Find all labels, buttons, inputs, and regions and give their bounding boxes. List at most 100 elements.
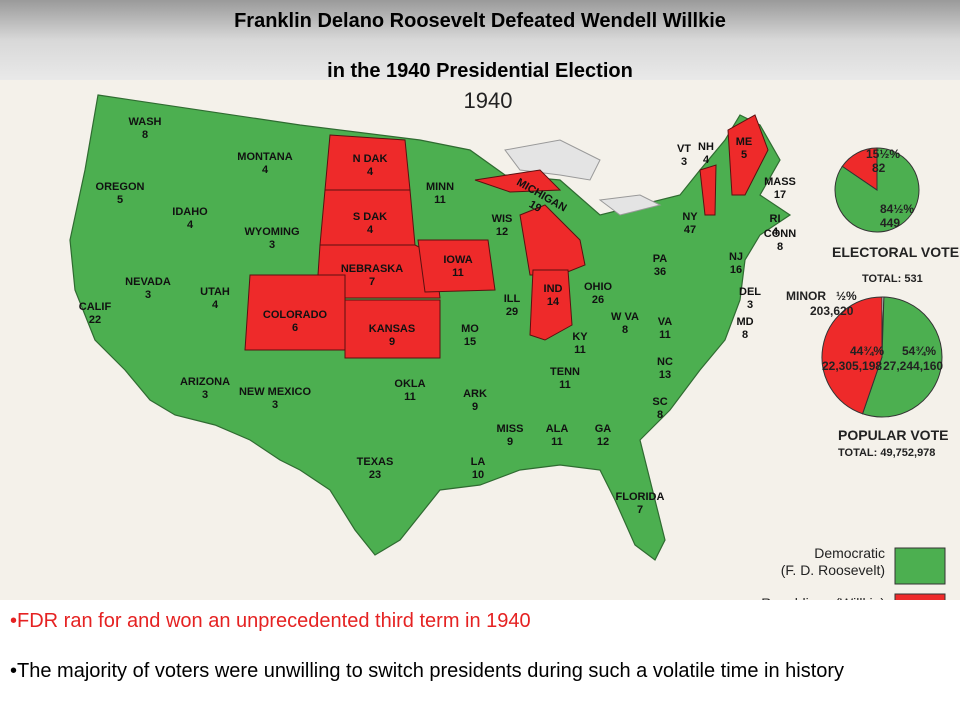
state-votes: 5 <box>117 194 123 206</box>
great-lakes <box>504 139 662 216</box>
state-name: ALA <box>546 423 569 435</box>
state-name: WYOMING <box>245 226 300 238</box>
state-votes: 5 <box>741 149 747 161</box>
state-name: MONTANA <box>237 151 292 163</box>
state-votes: 36 <box>654 266 666 278</box>
state-name: GA <box>595 423 612 435</box>
state-name: MISS <box>497 423 524 435</box>
state-name: MASS <box>764 176 796 188</box>
state-name: NH <box>698 141 714 153</box>
state-votes: 11 <box>574 344 586 356</box>
state-name: FLORIDA <box>616 491 665 503</box>
bullet: The majority of voters were unwilling to… <box>10 660 844 682</box>
slice-name: MINOR <box>786 289 826 303</box>
legend-label: Democratic <box>814 545 885 561</box>
state-votes: 7 <box>369 276 375 288</box>
state-votes: 11 <box>551 436 563 448</box>
state-votes: 16 <box>730 264 742 276</box>
state-votes: 3 <box>145 289 151 301</box>
slice-label: 84½% <box>880 202 914 216</box>
state-name: UTAH <box>200 286 230 298</box>
state-name: MINN <box>426 181 454 193</box>
map-year: 1940 <box>464 88 513 113</box>
state-votes: 12 <box>496 226 508 238</box>
pie-title: POPULAR VOTE <box>838 427 948 443</box>
state-votes: 13 <box>659 369 671 381</box>
bullet-area: FDR ran for and won an unprecedented thi… <box>0 600 960 720</box>
state-votes: 4 <box>367 166 374 178</box>
state-name: NEVADA <box>125 276 171 288</box>
pie-total: TOTAL: 49,752,978 <box>838 447 935 459</box>
state-votes: 9 <box>389 336 395 348</box>
state-name: OHIO <box>584 281 613 293</box>
pie-slice <box>861 296 943 418</box>
pie-total: TOTAL: 531 <box>862 273 923 285</box>
state-name: VA <box>658 316 673 328</box>
state-label: SC8 <box>652 396 667 421</box>
state-votes: 11 <box>452 267 464 279</box>
state-votes: 10 <box>472 469 484 481</box>
state-name: NC <box>657 356 673 368</box>
slice-count: 27,244,160 <box>883 359 943 373</box>
state-votes: 9 <box>472 401 478 413</box>
state-votes: 8 <box>657 409 663 421</box>
state-region <box>699 164 717 216</box>
state-name: TEXAS <box>357 456 394 468</box>
state-name: KY <box>572 331 588 343</box>
pie-slice <box>834 147 920 233</box>
state-region <box>529 269 573 341</box>
slice-label: 54¾% <box>902 344 936 358</box>
state-votes: 19 <box>527 198 544 215</box>
slice-count: 203,620 <box>810 304 854 318</box>
state-votes: 4 <box>187 219 194 231</box>
state-name: W VA <box>611 311 639 323</box>
state-name: TENN <box>550 366 580 378</box>
slice-label: ½% <box>836 289 857 303</box>
state-votes: 17 <box>774 189 786 201</box>
state-name: NJ <box>729 251 743 263</box>
title-line: Franklin Delano Roosevelt Defeated Wende… <box>234 10 726 32</box>
state-region <box>519 204 586 276</box>
state-name: WIS <box>492 213 513 225</box>
state-name: CALIF <box>79 301 112 313</box>
state-votes: 11 <box>559 379 571 391</box>
state-votes: 8 <box>622 324 628 336</box>
state-name: LA <box>471 456 486 468</box>
state-name: VT <box>677 143 691 155</box>
state-name: N DAK <box>353 153 388 165</box>
state-votes: 15 <box>464 336 476 348</box>
state-region <box>417 239 496 293</box>
state-region <box>727 114 769 196</box>
state-votes: 22 <box>89 314 101 326</box>
state-votes: 4 <box>703 154 710 166</box>
state-votes: 3 <box>747 299 753 311</box>
state-label: MD8 <box>736 316 753 341</box>
state-name: PA <box>653 253 668 265</box>
state-label: RI4 <box>770 213 781 238</box>
state-votes: 11 <box>659 329 671 341</box>
